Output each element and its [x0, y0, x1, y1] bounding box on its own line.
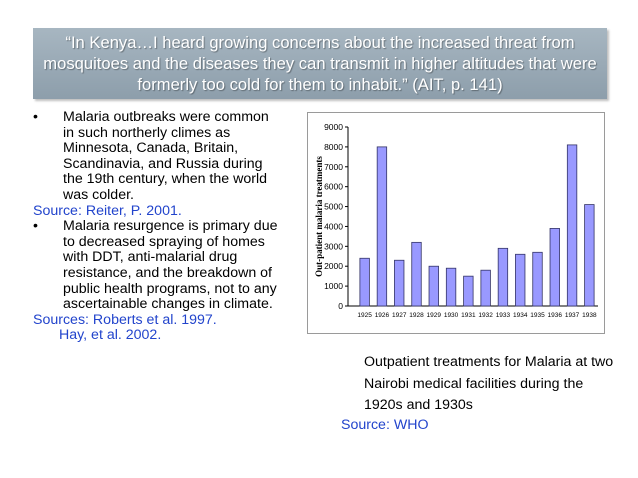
malaria-chart: 0 1000 2000 3000 4000 5000 6000 7000 8000 9000 Out…	[307, 112, 605, 334]
source-line: Sources: Roberts et al. 1997.	[33, 311, 217, 328]
y-tick-label: 8000	[324, 142, 343, 152]
x-tick-label: 1930	[444, 312, 459, 319]
x-tick-label: 1934	[513, 312, 528, 319]
x-tick-label: 1937	[565, 312, 580, 319]
x-tick-label: 1927	[392, 312, 407, 319]
bar	[566, 144, 578, 307]
bullet-item: • Malaria resurgence is primary due to d…	[33, 218, 283, 313]
x-tick-label: 1935	[530, 312, 545, 319]
y-tick-label: 4000	[324, 221, 343, 231]
bullet-marker: •	[33, 109, 38, 125]
bar	[532, 251, 543, 307]
bar	[411, 241, 422, 307]
y-tick-label: 5000	[324, 202, 343, 212]
source-who: Source: WHO	[341, 417, 429, 433]
x-tick-label: 1938	[582, 312, 597, 319]
bar	[584, 204, 595, 307]
y-tick-label: 6000	[324, 182, 343, 192]
x-tick-label: 1929	[427, 312, 442, 319]
bar	[463, 275, 474, 307]
chart-caption: Outpatient treatments for Malaria at two…	[364, 354, 614, 413]
bar	[515, 253, 526, 307]
x-tick-label: 1928	[409, 312, 424, 319]
bar	[497, 247, 509, 307]
chart-svg: 0 1000 2000 3000 4000 5000 6000 7000 8000 9000 Out…	[314, 122, 598, 319]
bar	[549, 228, 560, 307]
quote-text: “In Kenya…I heard growing concerns about…	[43, 33, 597, 94]
bullet-text: Malaria resurgence is primary due to dec…	[63, 218, 278, 313]
x-tick-label: 1925	[357, 312, 372, 319]
y-tick-label: 7000	[324, 162, 343, 172]
x-tick-label: 1932	[478, 312, 493, 319]
bar	[445, 267, 457, 307]
y-axis-title: Out-patient malaria treatments	[314, 156, 324, 277]
bullet-text: Malaria outbreaks were common in such no…	[63, 109, 269, 203]
y-tick-label: 2000	[324, 261, 343, 271]
x-tick-label: 1931	[461, 312, 476, 319]
bar	[376, 146, 388, 307]
y-tick-label: 0	[338, 301, 343, 311]
y-tick-label: 1000	[324, 281, 343, 291]
quote-banner: “In Kenya…I heard growing concerns about…	[33, 28, 607, 99]
source-line: Hay, et al. 2002.	[59, 327, 162, 344]
bar	[428, 265, 439, 307]
bar	[359, 257, 370, 307]
left-column: • Malaria outbreaks were common in such …	[33, 109, 283, 344]
source-reiter: Source: Reiter, P. 2001.	[33, 202, 182, 219]
y-tick-label: 3000	[324, 241, 343, 251]
x-tick-label: 1933	[496, 312, 511, 319]
x-tick-label: 1936	[548, 312, 563, 319]
y-tick-label: 9000	[324, 122, 343, 132]
bar	[394, 259, 405, 307]
bullet-item: • Malaria outbreaks were common in such …	[33, 109, 283, 204]
bar	[480, 269, 491, 307]
bullet-marker: •	[33, 218, 38, 235]
x-tick-label: 1926	[375, 312, 390, 319]
sources-roberts-hay: Sources: Roberts et al. 1997. Hay, et al…	[33, 311, 283, 344]
